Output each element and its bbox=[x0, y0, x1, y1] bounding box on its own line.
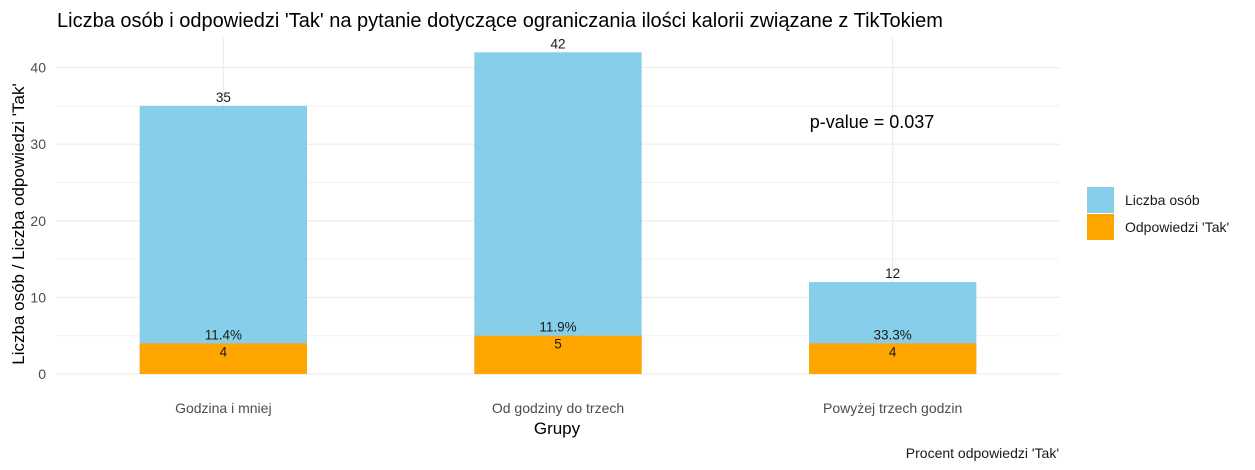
bar-odpowiedzi-tak bbox=[474, 335, 642, 374]
x-axis-title: Grupy bbox=[534, 419, 581, 438]
y-tick-label: 10 bbox=[30, 289, 46, 305]
yes-value-label: 4 bbox=[889, 344, 897, 359]
bar-liczba-osob bbox=[474, 52, 642, 375]
y-tick-label: 20 bbox=[30, 213, 46, 229]
total-value-label: 12 bbox=[885, 266, 900, 281]
y-tick-label: 40 bbox=[30, 60, 46, 76]
total-value-label: 35 bbox=[216, 90, 231, 105]
y-axis-title: Liczba osób / Liczba odpowiedzi 'Tak' bbox=[9, 83, 28, 365]
yes-value-label: 4 bbox=[220, 344, 228, 359]
x-tick-label: Powyżej trzech godzin bbox=[823, 400, 962, 416]
x-tick-label: Godzina i mniej bbox=[175, 400, 272, 416]
legend-swatch bbox=[1087, 187, 1114, 213]
bar-odpowiedzi-tak bbox=[809, 343, 977, 374]
y-tick-label: 30 bbox=[30, 136, 46, 152]
legend-swatch bbox=[1087, 214, 1114, 240]
plot-area: 0 10 20 30 40 Godzina i mniej Od godziny do tr… bbox=[30, 36, 1060, 416]
p-value-annotation: p-value = 0.037 bbox=[810, 112, 935, 132]
legend-label: Liczba osób bbox=[1125, 192, 1200, 208]
chart-title: Liczba osób i odpowiedzi 'Tak' na pytani… bbox=[57, 10, 943, 32]
legend: Liczba osób Odpowiedzi 'Tak' bbox=[1087, 187, 1229, 240]
percent-label: 11.4% bbox=[205, 327, 242, 342]
yes-value-label: 5 bbox=[554, 337, 562, 352]
bar-liczba-osob bbox=[139, 105, 307, 374]
percent-label: 11.9% bbox=[539, 320, 576, 335]
bar-odpowiedzi-tak bbox=[139, 343, 307, 374]
total-value-label: 42 bbox=[550, 36, 565, 51]
x-tick-label: Od godziny do trzech bbox=[492, 400, 624, 416]
legend-label: Odpowiedzi 'Tak' bbox=[1125, 219, 1229, 235]
percent-label: 33.3% bbox=[874, 327, 912, 342]
chart-caption: Procent odpowiedzi 'Tak' bbox=[906, 445, 1059, 461]
y-tick-label: 0 bbox=[38, 366, 46, 382]
